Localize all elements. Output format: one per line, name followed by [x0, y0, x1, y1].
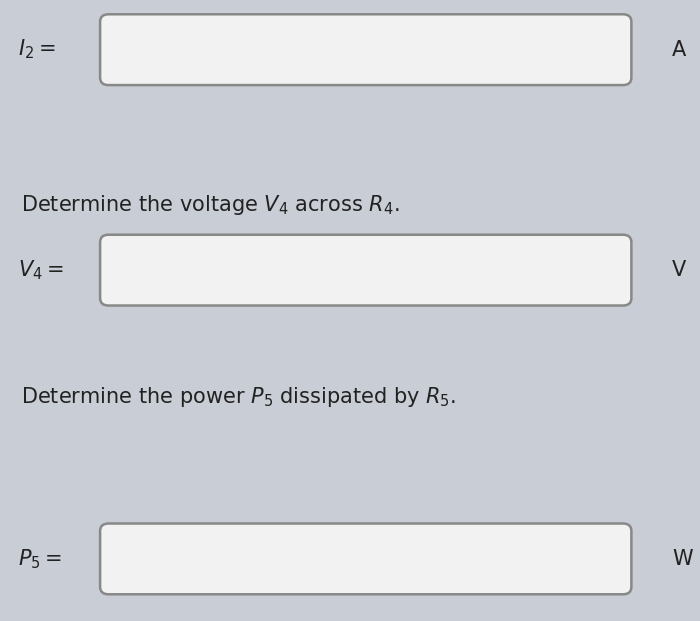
Text: Determine the power $P_5$ dissipated by $R_5$.: Determine the power $P_5$ dissipated by …	[21, 386, 456, 409]
Text: $I_2 =$: $I_2 =$	[18, 38, 55, 61]
Text: $V_4 =$: $V_4 =$	[18, 258, 63, 282]
Text: V: V	[672, 260, 686, 280]
Text: W: W	[672, 549, 692, 569]
FancyBboxPatch shape	[100, 235, 631, 306]
FancyBboxPatch shape	[100, 524, 631, 594]
Text: Determine the voltage $V_4$ across $R_4$.: Determine the voltage $V_4$ across $R_4$…	[21, 193, 400, 217]
Text: A: A	[672, 40, 686, 60]
FancyBboxPatch shape	[100, 14, 631, 85]
Text: $P_5 =$: $P_5 =$	[18, 547, 62, 571]
